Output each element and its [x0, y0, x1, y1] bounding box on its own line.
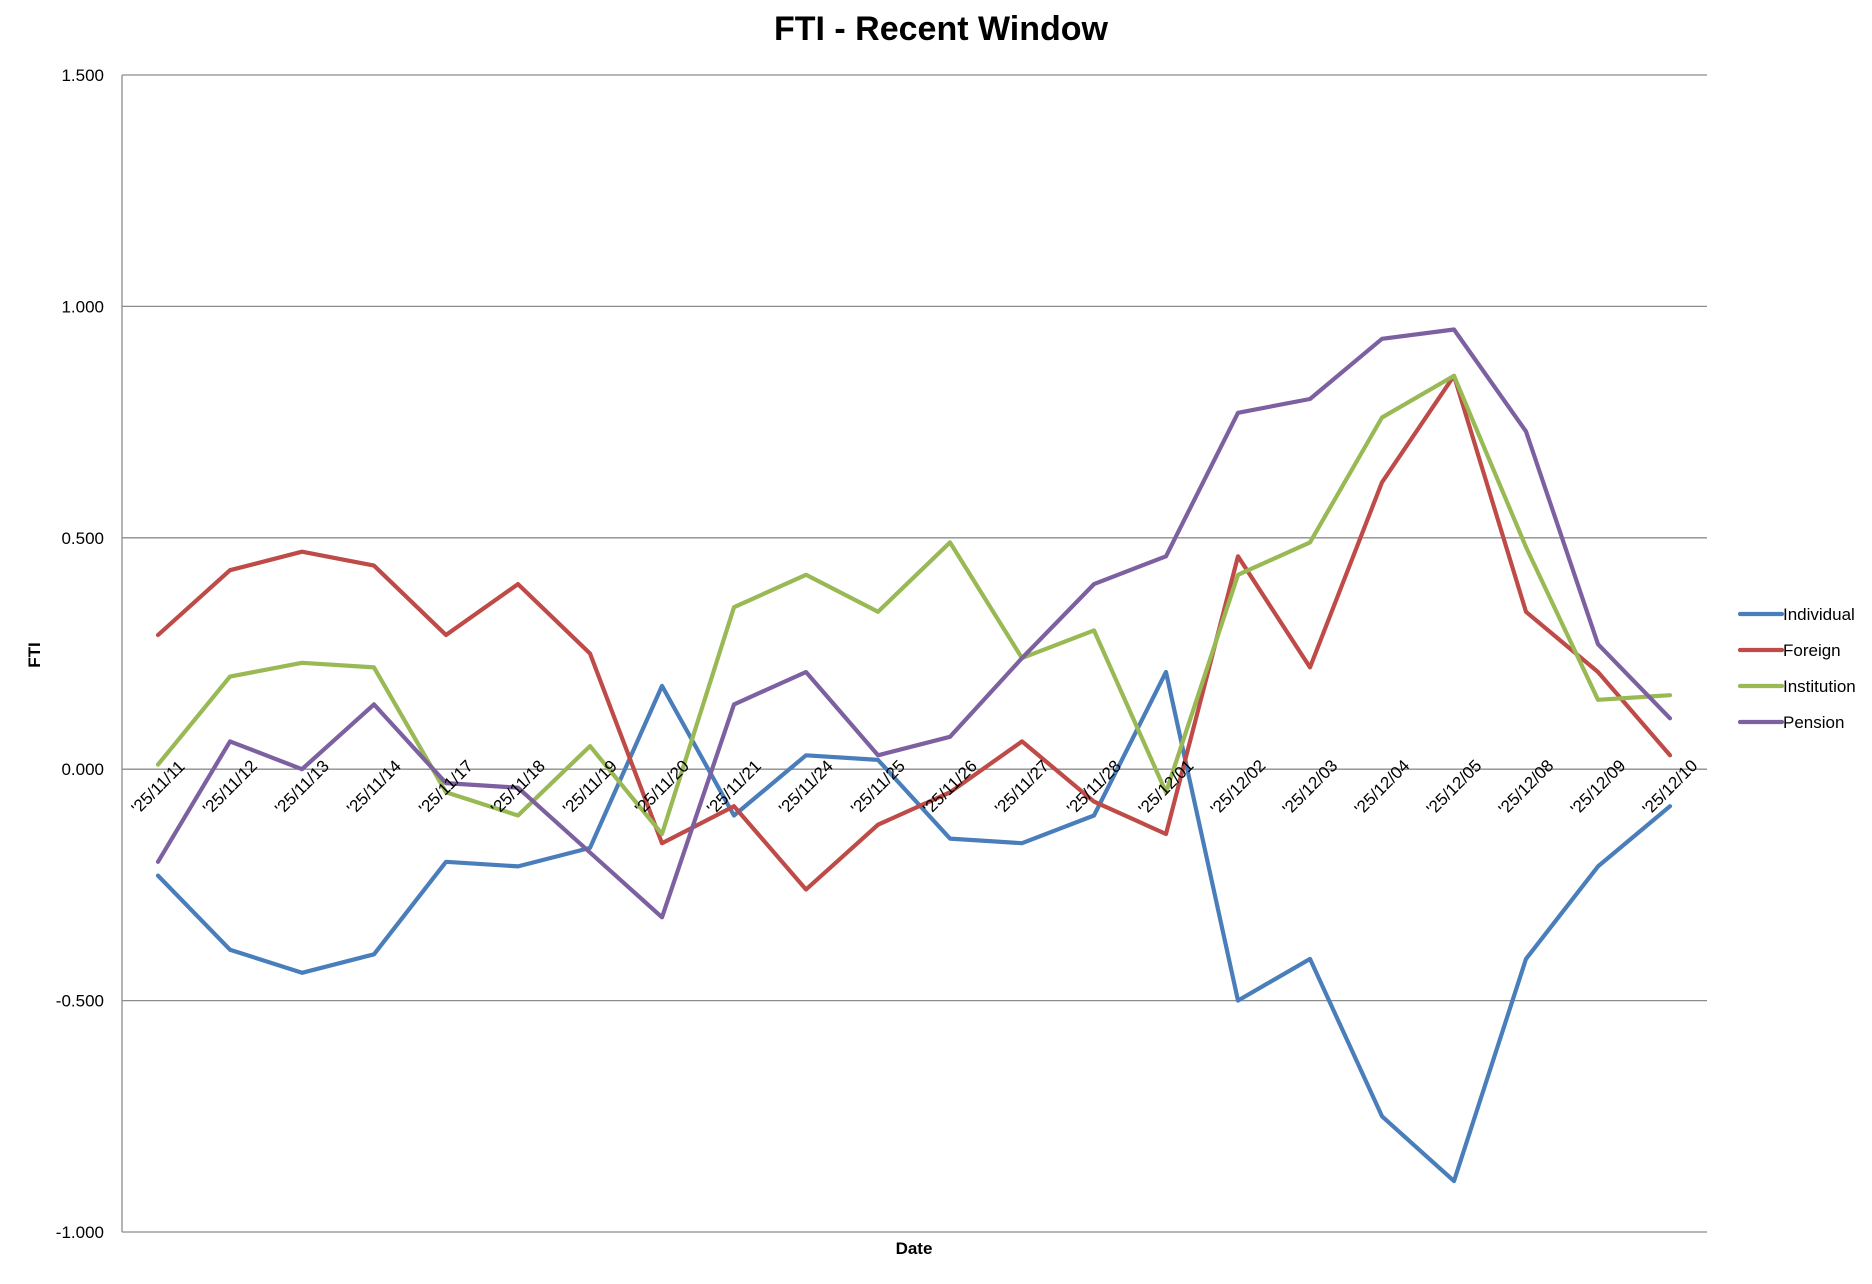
legend-label: Pension — [1783, 713, 1844, 732]
series-lines — [155, 327, 1673, 1184]
series-line-pension — [155, 327, 1673, 920]
chart-title: FTI - Recent Window — [774, 10, 1109, 48]
y-tick-label: -1.000 — [56, 1223, 104, 1242]
legend-label: Institution — [1783, 677, 1856, 696]
series-line-individual — [155, 669, 1673, 1184]
y-tick-label: -0.500 — [56, 992, 104, 1011]
gridlines — [121, 74, 1707, 1233]
y-tick-label: 1.000 — [61, 297, 104, 316]
y-tick-label: 0.500 — [61, 529, 104, 548]
x-axis-title: Date — [896, 1239, 933, 1258]
legend-label: Foreign — [1783, 641, 1841, 660]
legend: Individual Foreign Institution Pension — [1737, 605, 1856, 732]
series-line-institution — [155, 373, 1673, 837]
y-tick-label: 0.000 — [61, 760, 104, 779]
legend-label: Individual — [1783, 605, 1855, 624]
series-line-foreign — [155, 373, 1673, 892]
y-axis-title: FTI — [25, 642, 44, 668]
y-tick-label: 1.500 — [61, 66, 104, 85]
y-axis-ticks: -1.000 -0.500 0.000 0.500 1.000 1.500 — [56, 66, 104, 1242]
